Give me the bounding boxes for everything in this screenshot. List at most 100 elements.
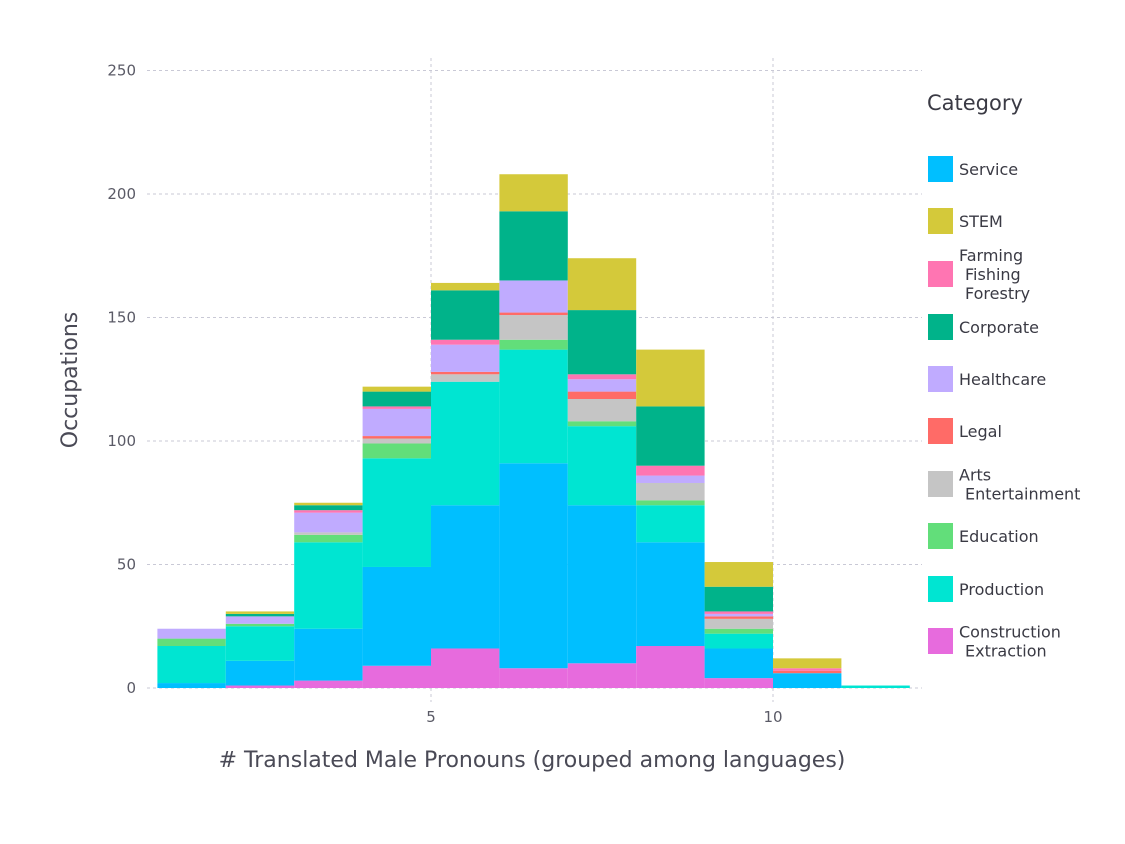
bar-segment-bin5-series2 <box>431 505 500 649</box>
bar-segment-bin1-series2 <box>157 683 226 688</box>
bar-segment-bin4-series10 <box>362 386 431 392</box>
bar-segment-bin10-series8 <box>773 668 842 671</box>
bar-segment-bin6-series5 <box>499 315 568 340</box>
bar-segment-bin7-series6 <box>567 391 637 400</box>
bar-segment-bin9-series9 <box>704 586 773 612</box>
bar-segment-bin3-series9 <box>294 505 363 511</box>
bar-segment-bin2-series2 <box>225 660 295 686</box>
bar-segment-bin6-series7 <box>499 280 568 313</box>
legend-label-service: Service <box>959 160 1018 179</box>
bar-segment-bin2-series10 <box>225 611 295 614</box>
bar-segment-bin4-series8 <box>362 406 431 409</box>
bar-segment-bin9-series6 <box>704 616 773 619</box>
bar-segment-bin5-series8 <box>431 339 500 345</box>
bar-segment-bin3-series8 <box>294 510 363 513</box>
bar-segment-bin5-series10 <box>431 282 500 291</box>
bar-segment-bin9-series4 <box>704 628 773 634</box>
bar-segment-bin7-series7 <box>567 379 637 392</box>
bar-segment-bin1-series7 <box>157 628 226 639</box>
bar-segment-bin4-series6 <box>362 436 431 439</box>
bar-segment-bin7-series10 <box>567 258 637 311</box>
bar-segment-bin8-series10 <box>636 349 705 407</box>
bar-segment-bin8-series1 <box>636 646 705 688</box>
y-tick-label-100: 100 <box>107 432 136 450</box>
bar-segment-bin9-series5 <box>704 618 773 629</box>
legend-label-construction-extraction: Construction Extraction <box>959 623 1061 661</box>
legend-swatch-construction-extraction <box>928 628 953 654</box>
bar-segment-bin9-series7 <box>704 613 773 617</box>
bar-segment-bin8-series4 <box>636 500 705 506</box>
legend-swatch-production <box>928 576 953 602</box>
bar-segment-bin10-series6 <box>773 670 842 674</box>
tick-labels: 0 50 100 150 200 250 5 10 <box>107 62 782 727</box>
legend-swatch-corporate <box>928 314 953 340</box>
legend: Category Service STEM Farming Fishing Forest… <box>927 91 1080 661</box>
bar-segment-bin5-series9 <box>431 290 500 340</box>
legend-swatch-legal <box>928 418 953 444</box>
bar-segment-bin10-series10 <box>773 658 842 669</box>
bar-segment-bin4-series9 <box>362 391 431 407</box>
legend-label-corporate: Corporate <box>959 318 1039 337</box>
bar-segment-bin4-series7 <box>362 408 431 437</box>
bar-segment-bin5-series7 <box>431 344 500 372</box>
bar-segment-bin6-series6 <box>499 312 568 316</box>
bar-segment-bin4-series2 <box>362 566 431 666</box>
y-tick-label-50: 50 <box>117 556 136 574</box>
x-tick-label-10: 10 <box>763 708 782 726</box>
bar-segment-bin8-series3 <box>636 505 705 543</box>
bar-segment-bin7-series9 <box>567 310 637 375</box>
legend-title: Category <box>927 91 1023 115</box>
bar-segment-bin9-series1 <box>704 678 773 688</box>
bar-segment-bin6-series1 <box>499 668 568 688</box>
bar-segment-bin3-series10 <box>294 502 363 506</box>
bar-segment-bin8-series9 <box>636 406 705 466</box>
y-tick-label-150: 150 <box>107 309 136 327</box>
bar-segment-bin10-series2 <box>773 673 842 688</box>
bar-segment-bin11-series3 <box>841 685 910 688</box>
bar-segment-bin8-series5 <box>636 482 705 501</box>
bar-segment-bin3-series1 <box>294 680 363 688</box>
x-axis-title: # Translated Male Pronouns (grouped amon… <box>219 748 846 773</box>
legend-swatch-healthcare <box>928 366 953 392</box>
bar-segment-bin6-series4 <box>499 339 568 350</box>
bar-segment-bin6-series3 <box>499 349 568 464</box>
bar-segment-bin3-series4 <box>294 534 363 543</box>
bar-segment-bin4-series4 <box>362 443 431 459</box>
legend-label-healthcare: Healthcare <box>959 370 1046 389</box>
bar-segment-bin9-series2 <box>704 648 773 679</box>
legend-label-production: Production <box>959 580 1044 599</box>
y-tick-label-200: 200 <box>107 185 136 203</box>
bar-segment-bin6-series9 <box>499 211 568 281</box>
bar-segment-bin8-series7 <box>636 475 705 483</box>
bars-layer <box>157 174 910 688</box>
bar-segment-bin2-series1 <box>225 685 295 688</box>
bar-segment-bin7-series8 <box>567 374 637 380</box>
bar-segment-bin9-series8 <box>704 611 773 614</box>
legend-label-education: Education <box>959 527 1039 546</box>
legend-swatch-arts-entertainment <box>928 471 953 497</box>
bar-segment-bin3-series2 <box>294 628 363 681</box>
bar-segment-bin5-series3 <box>431 381 500 506</box>
y-axis-title: Occupations <box>58 312 83 449</box>
bar-segment-bin2-series4 <box>225 623 295 627</box>
bar-segment-bin6-series10 <box>499 174 568 212</box>
bar-segment-bin6-series2 <box>499 463 568 669</box>
bar-segment-bin8-series8 <box>636 465 705 476</box>
bar-segment-bin9-series3 <box>704 633 773 649</box>
bar-segment-bin2-series7 <box>225 616 295 624</box>
bar-segment-bin4-series3 <box>362 458 431 567</box>
bar-segment-bin4-series5 <box>362 438 431 444</box>
legend-label-farming-fishing-forestry: Farming Fishing Forestry <box>959 246 1030 303</box>
bar-segment-bin9-series10 <box>704 562 773 587</box>
bar-segment-bin3-series7 <box>294 512 363 533</box>
y-tick-label-250: 250 <box>107 62 136 80</box>
x-tick-label-5: 5 <box>426 708 436 726</box>
bar-segment-bin1-series3 <box>157 646 226 684</box>
legend-swatch-stem <box>928 208 953 234</box>
bar-segment-bin2-series9 <box>225 613 295 617</box>
bar-segment-bin7-series4 <box>567 421 637 427</box>
legend-label-stem: STEM <box>959 212 1003 231</box>
bar-segment-bin3-series5 <box>294 532 363 535</box>
bar-segment-bin5-series1 <box>431 648 500 688</box>
